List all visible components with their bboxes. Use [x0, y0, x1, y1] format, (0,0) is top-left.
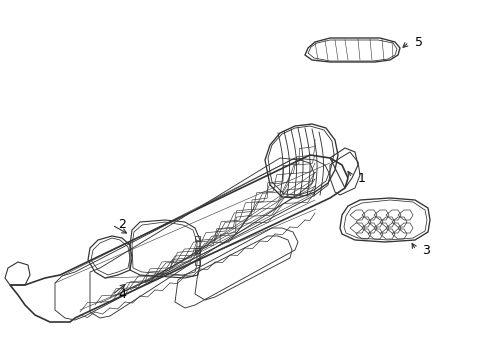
Text: 2: 2: [118, 219, 126, 231]
Text: 3: 3: [422, 243, 430, 256]
Text: 4: 4: [118, 288, 126, 302]
Text: 5: 5: [415, 36, 423, 49]
Text: 1: 1: [358, 171, 366, 184]
